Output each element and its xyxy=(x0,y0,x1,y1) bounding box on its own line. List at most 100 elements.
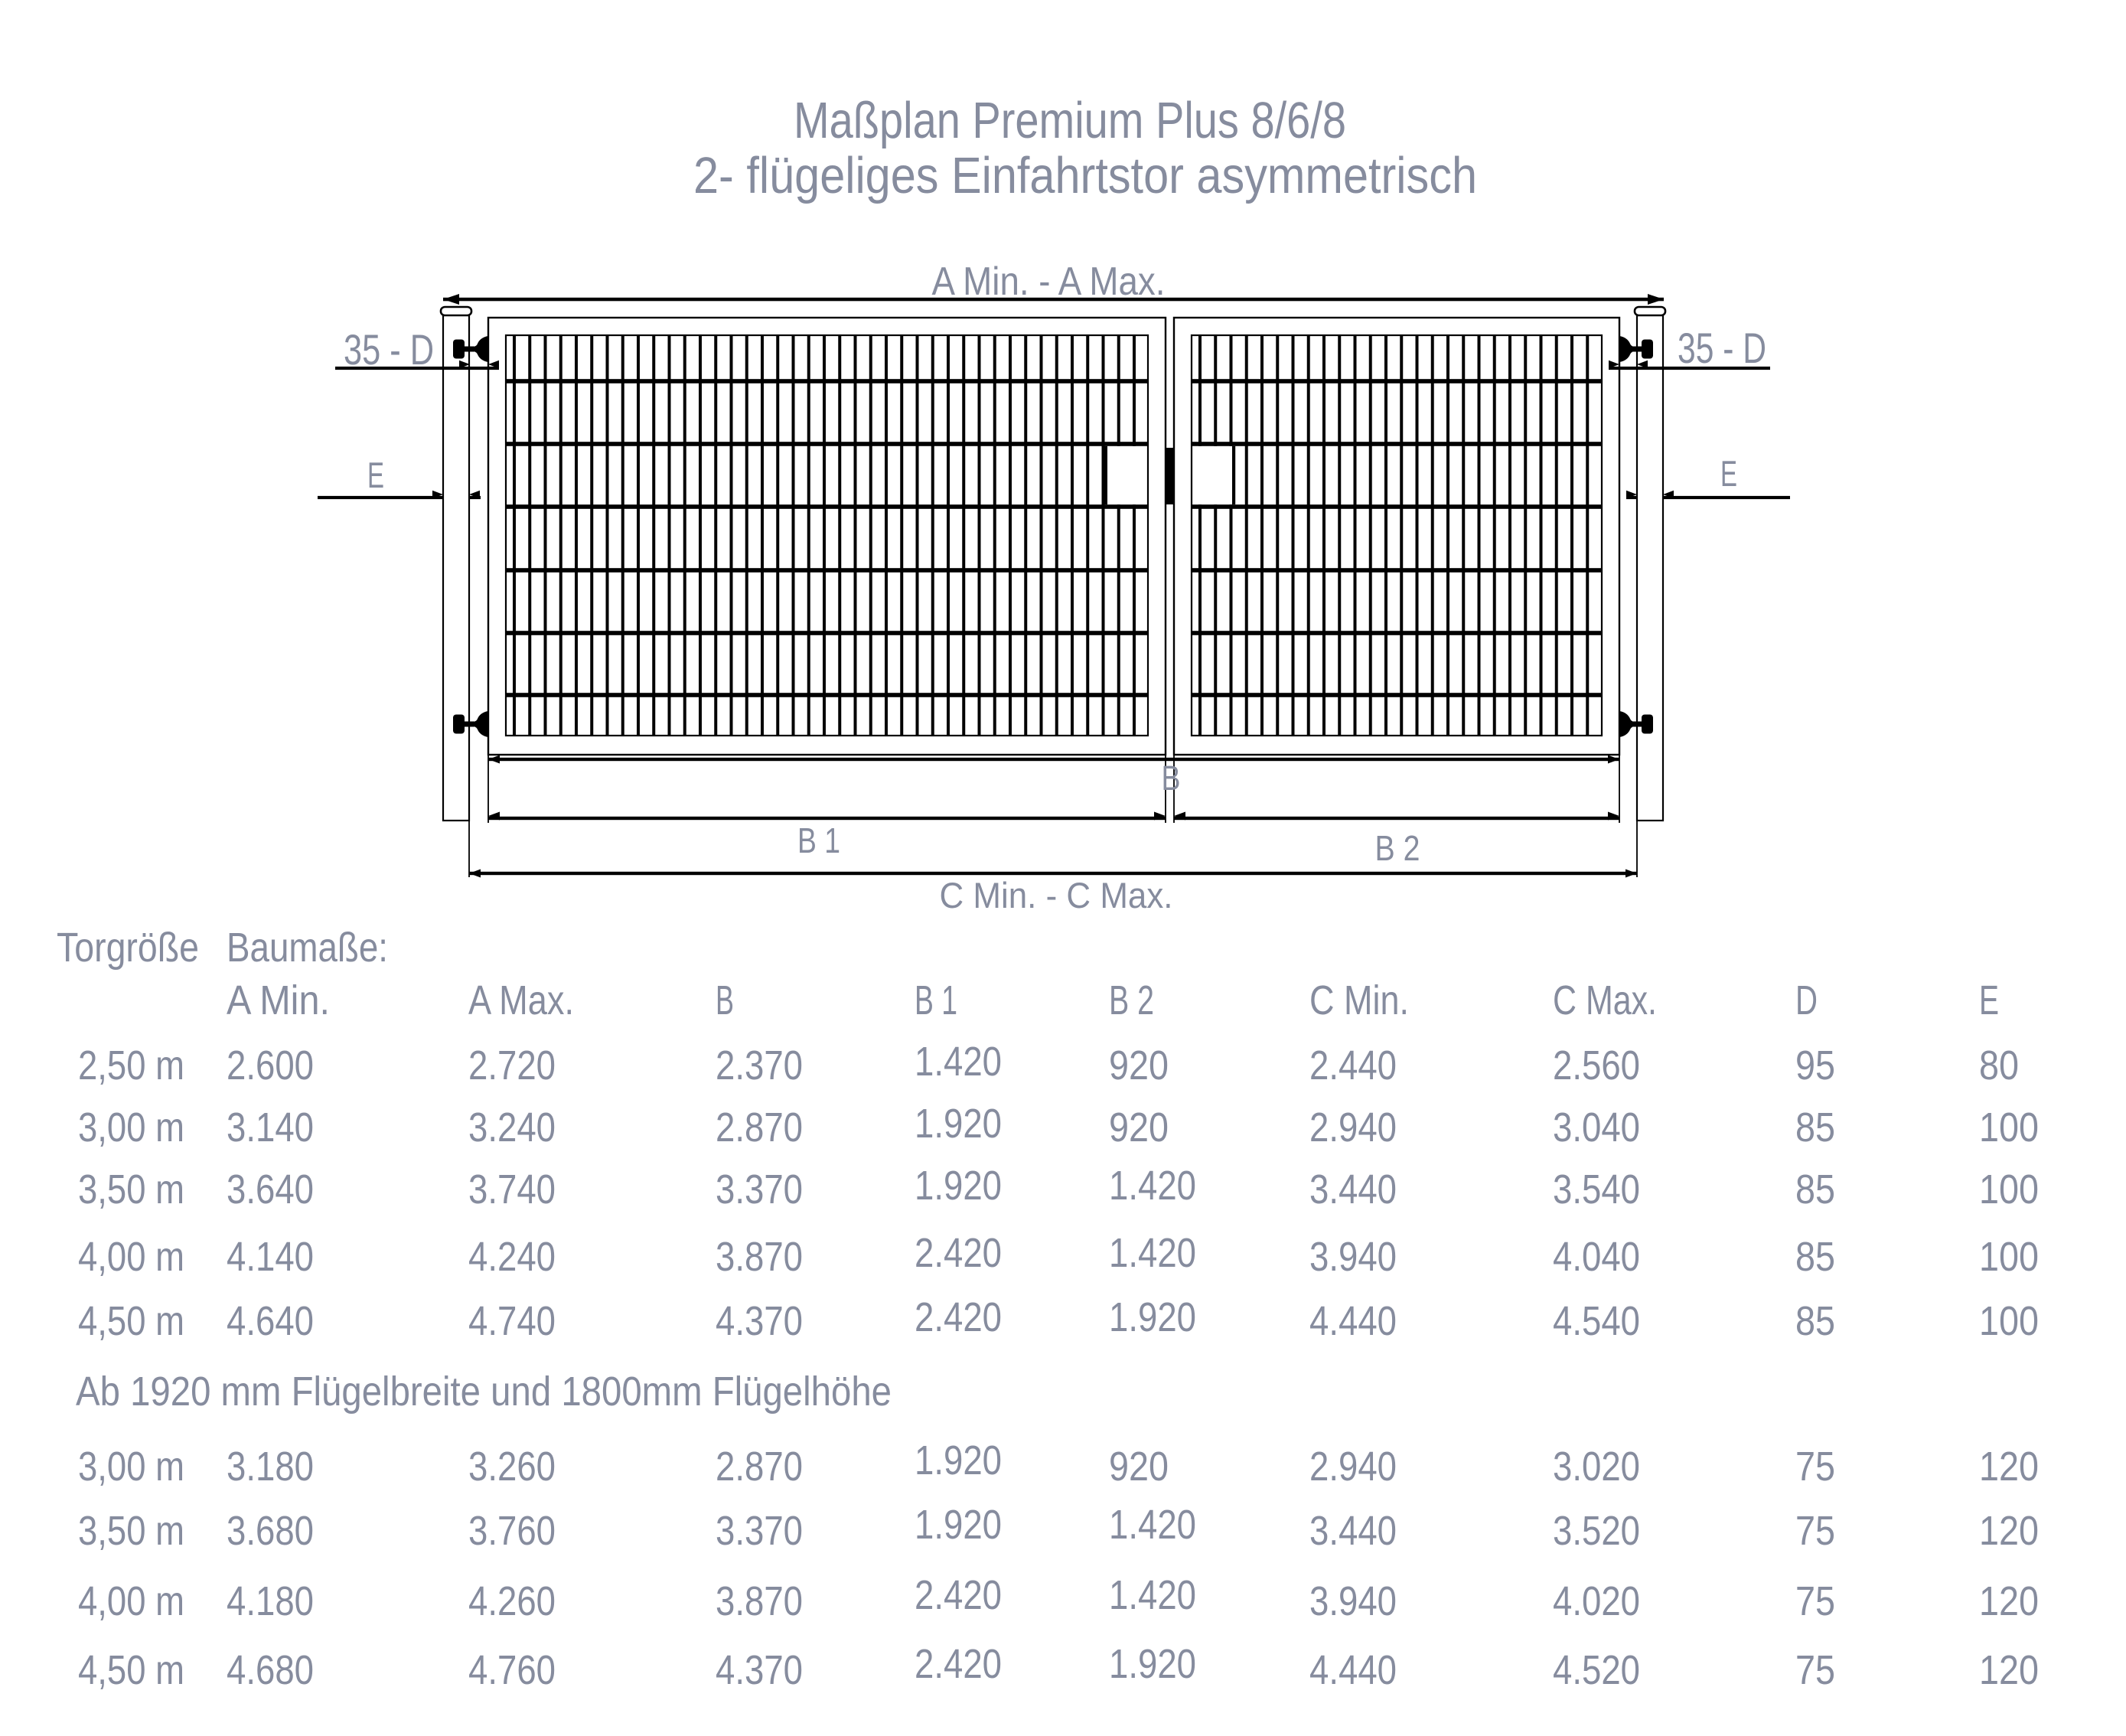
svg-text:4.760: 4.760 xyxy=(468,1647,556,1693)
svg-text:1.420: 1.420 xyxy=(1109,1230,1196,1276)
svg-text:4.540: 4.540 xyxy=(1553,1298,1640,1344)
svg-text:2.940: 2.940 xyxy=(1309,1444,1397,1490)
svg-text:3.260: 3.260 xyxy=(468,1444,556,1490)
svg-text:C Min.: C Min. xyxy=(1309,977,1409,1023)
svg-text:4,00 m: 4,00 m xyxy=(78,1234,184,1280)
svg-text:3.760: 3.760 xyxy=(468,1508,556,1554)
svg-text:E: E xyxy=(1720,453,1737,494)
svg-text:C Max.: C Max. xyxy=(1553,977,1657,1023)
svg-text:2- flügeliges Einfahrtstor asy: 2- flügeliges Einfahrtstor asymmetrisch xyxy=(693,147,1477,204)
svg-text:3.240: 3.240 xyxy=(468,1105,556,1150)
svg-text:1.920: 1.920 xyxy=(915,1163,1002,1209)
svg-text:4.520: 4.520 xyxy=(1553,1647,1640,1693)
svg-text:2.370: 2.370 xyxy=(716,1043,803,1088)
svg-text:3.520: 3.520 xyxy=(1553,1508,1640,1554)
svg-text:4.240: 4.240 xyxy=(468,1234,556,1280)
svg-text:920: 920 xyxy=(1109,1043,1169,1088)
svg-text:75: 75 xyxy=(1795,1508,1835,1554)
svg-text:Maßplan Premium Plus 8/6/8: Maßplan Premium Plus 8/6/8 xyxy=(794,92,1346,149)
svg-text:3.370: 3.370 xyxy=(716,1508,803,1554)
svg-text:Torgröße: Torgröße xyxy=(57,925,199,971)
svg-text:4,50 m: 4,50 m xyxy=(78,1298,184,1344)
svg-text:Baumaße:: Baumaße: xyxy=(227,925,388,971)
svg-text:B 1: B 1 xyxy=(797,821,840,860)
svg-text:B: B xyxy=(1162,759,1181,798)
svg-text:4.680: 4.680 xyxy=(227,1647,314,1693)
svg-text:3.440: 3.440 xyxy=(1309,1167,1397,1212)
svg-text:3.640: 3.640 xyxy=(227,1167,314,1212)
svg-text:100: 100 xyxy=(1979,1298,2039,1344)
svg-text:B 2: B 2 xyxy=(1375,828,1420,868)
svg-text:1.920: 1.920 xyxy=(915,1502,1002,1548)
svg-text:2.420: 2.420 xyxy=(915,1641,1002,1687)
svg-text:120: 120 xyxy=(1979,1444,2039,1490)
svg-text:120: 120 xyxy=(1979,1647,2039,1693)
svg-text:2.420: 2.420 xyxy=(915,1230,1002,1276)
svg-text:920: 920 xyxy=(1109,1444,1169,1490)
svg-text:4.440: 4.440 xyxy=(1309,1298,1397,1344)
svg-text:1.920: 1.920 xyxy=(915,1101,1002,1147)
svg-text:A Max.: A Max. xyxy=(468,977,574,1023)
svg-text:3,00 m: 3,00 m xyxy=(78,1105,184,1150)
svg-text:A Min. - A Max.: A Min. - A Max. xyxy=(932,259,1166,304)
svg-text:4.040: 4.040 xyxy=(1553,1234,1640,1280)
svg-text:920: 920 xyxy=(1109,1105,1169,1150)
svg-text:4.640: 4.640 xyxy=(227,1298,314,1344)
svg-text:2.870: 2.870 xyxy=(716,1105,803,1150)
svg-text:3.940: 3.940 xyxy=(1309,1234,1397,1280)
svg-text:3,50 m: 3,50 m xyxy=(78,1167,184,1212)
svg-text:3.180: 3.180 xyxy=(227,1444,314,1490)
svg-text:3.940: 3.940 xyxy=(1309,1578,1397,1624)
svg-text:3.740: 3.740 xyxy=(468,1167,556,1212)
svg-text:3,00 m: 3,00 m xyxy=(78,1444,184,1490)
svg-text:2.600: 2.600 xyxy=(227,1043,314,1088)
svg-text:3.040: 3.040 xyxy=(1553,1105,1640,1150)
svg-text:3,50 m: 3,50 m xyxy=(78,1508,184,1554)
svg-text:2.420: 2.420 xyxy=(915,1294,1002,1340)
svg-text:1.420: 1.420 xyxy=(915,1039,1002,1085)
svg-text:2,50 m: 2,50 m xyxy=(78,1043,184,1088)
svg-text:2.720: 2.720 xyxy=(468,1043,556,1088)
svg-text:75: 75 xyxy=(1795,1444,1835,1490)
svg-text:3.140: 3.140 xyxy=(227,1105,314,1150)
svg-text:E: E xyxy=(1979,977,1999,1023)
svg-text:85: 85 xyxy=(1795,1105,1835,1150)
svg-text:2.440: 2.440 xyxy=(1309,1043,1397,1088)
svg-text:100: 100 xyxy=(1979,1167,2039,1212)
svg-text:B 2: B 2 xyxy=(1109,977,1154,1023)
svg-text:1.920: 1.920 xyxy=(915,1437,1002,1483)
svg-text:4.140: 4.140 xyxy=(227,1234,314,1280)
svg-text:1.420: 1.420 xyxy=(1109,1163,1196,1209)
svg-text:4.370: 4.370 xyxy=(716,1298,803,1344)
svg-text:4.440: 4.440 xyxy=(1309,1647,1397,1693)
svg-text:4,50 m: 4,50 m xyxy=(78,1647,184,1693)
svg-text:C Min. - C Max.: C Min. - C Max. xyxy=(940,875,1173,915)
svg-text:35 - D: 35 - D xyxy=(344,325,434,374)
svg-text:3.020: 3.020 xyxy=(1553,1444,1640,1490)
svg-text:E: E xyxy=(367,455,384,495)
svg-text:B 1: B 1 xyxy=(915,977,957,1023)
svg-text:1.420: 1.420 xyxy=(1109,1502,1196,1548)
svg-text:85: 85 xyxy=(1795,1234,1835,1280)
svg-text:75: 75 xyxy=(1795,1578,1835,1624)
svg-text:100: 100 xyxy=(1979,1105,2039,1150)
svg-text:Ab 1920 mm Flügelbreite und 18: Ab 1920 mm Flügelbreite und 1800mm Flüge… xyxy=(76,1369,892,1415)
svg-text:3.370: 3.370 xyxy=(716,1167,803,1212)
svg-text:35 - D: 35 - D xyxy=(1678,324,1766,372)
svg-text:3.870: 3.870 xyxy=(716,1234,803,1280)
svg-text:120: 120 xyxy=(1979,1508,2039,1554)
svg-text:2.560: 2.560 xyxy=(1553,1043,1640,1088)
svg-text:1.920: 1.920 xyxy=(1109,1641,1196,1687)
svg-text:95: 95 xyxy=(1795,1043,1835,1088)
svg-text:4,00 m: 4,00 m xyxy=(78,1578,184,1624)
svg-text:D: D xyxy=(1795,977,1818,1023)
svg-text:A Min.: A Min. xyxy=(227,977,330,1023)
svg-text:85: 85 xyxy=(1795,1167,1835,1212)
svg-text:3.540: 3.540 xyxy=(1553,1167,1640,1212)
svg-text:4.370: 4.370 xyxy=(716,1647,803,1693)
svg-text:4.260: 4.260 xyxy=(468,1578,556,1624)
svg-text:80: 80 xyxy=(1979,1043,2019,1088)
svg-text:B: B xyxy=(716,977,734,1023)
svg-text:100: 100 xyxy=(1979,1234,2039,1280)
svg-text:3.870: 3.870 xyxy=(716,1578,803,1624)
